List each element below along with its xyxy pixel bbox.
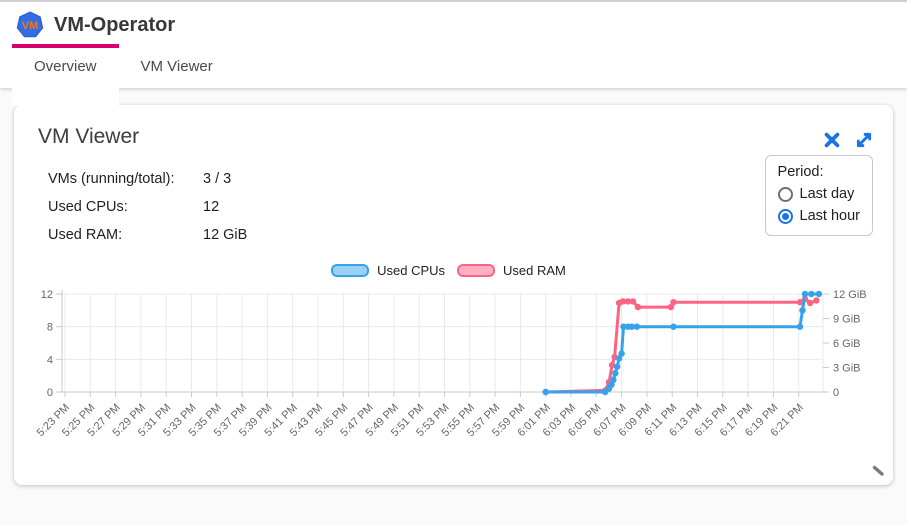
radio-last-hour[interactable]: Last hour — [777, 208, 860, 224]
stat-label: Used CPUs: — [48, 199, 128, 215]
ram-legend-swatch — [457, 264, 496, 277]
stat-value: 3 / 3 — [203, 171, 232, 187]
svg-text:9 GiB: 9 GiB — [833, 314, 861, 326]
app-header: VM VM-Operator Overview VM Viewer — [0, 0, 907, 106]
tab-label: VM Viewer — [140, 57, 213, 75]
stat-row-ram: Used RAM: 12 GiB — [48, 221, 893, 249]
svg-text:3 GiB: 3 GiB — [833, 363, 861, 375]
period-label: Period: — [777, 164, 824, 180]
chart-legend: Used CPUs Used RAM — [14, 263, 859, 278]
resize-handle-icon[interactable] — [870, 462, 886, 478]
legend-label: Used RAM — [503, 263, 566, 278]
radio-last-day[interactable]: Last day — [777, 186, 860, 202]
close-icon[interactable] — [823, 131, 841, 149]
svg-text:8: 8 — [47, 322, 53, 334]
card-actions — [823, 125, 873, 149]
stat-label: Used RAM: — [48, 227, 123, 243]
page-title: VM-Operator — [54, 13, 176, 36]
svg-text:6 GiB: 6 GiB — [833, 338, 861, 350]
page-body: VM Viewer VMs (running/total): 3 / 3 — [0, 88, 907, 502]
stat-value: 12 GiB — [203, 227, 248, 243]
tab-label: Overview — [34, 57, 97, 75]
stat-row-cpus: Used CPUs: 12 — [48, 193, 893, 221]
svg-text:0: 0 — [833, 387, 839, 399]
card-title: VM Viewer — [38, 125, 140, 148]
radio-button[interactable] — [777, 186, 793, 202]
tab-bar: Overview VM Viewer — [0, 44, 907, 106]
radio-label: Last hour — [799, 208, 860, 224]
legend-item-used-cpus[interactable]: Used CPUs — [331, 263, 445, 278]
stat-label: VMs (running/total): — [48, 171, 175, 187]
app-logo-icon: VM — [16, 11, 44, 38]
svg-text:0: 0 — [47, 387, 53, 399]
vm-viewer-card: VM Viewer VMs (running/total): 3 / 3 — [14, 105, 893, 485]
tab-vm-viewer[interactable]: VM Viewer — [119, 44, 235, 88]
svg-text:12 GiB: 12 GiB — [833, 289, 867, 301]
stat-row-vms: VMs (running/total): 3 / 3 — [48, 165, 893, 193]
cpu-legend-swatch — [331, 264, 370, 277]
expand-icon[interactable] — [855, 131, 873, 149]
tab-overview[interactable]: Overview — [12, 44, 119, 106]
stat-value: 12 — [203, 199, 220, 215]
usage-chart: 0 4 8 12 5:23 PM 5:25 PM 5:27 PM 5:29 PM 5:31 PM… — [14, 282, 893, 457]
card-header: VM Viewer — [14, 105, 893, 149]
legend-item-used-ram[interactable]: Used RAM — [457, 263, 566, 278]
logo-text: VM — [22, 20, 39, 32]
vm-stats: VMs (running/total): 3 / 3 Used CPUs: 12… — [14, 149, 893, 249]
svg-text:12: 12 — [41, 289, 53, 301]
svg-text:4: 4 — [47, 354, 53, 366]
legend-label: Used CPUs — [377, 263, 446, 278]
brand: VM VM-Operator — [0, 2, 907, 44]
radio-label: Last day — [799, 186, 855, 202]
period-panel: Period: Last day Last hour — [764, 155, 873, 236]
radio-button[interactable] — [777, 208, 793, 224]
